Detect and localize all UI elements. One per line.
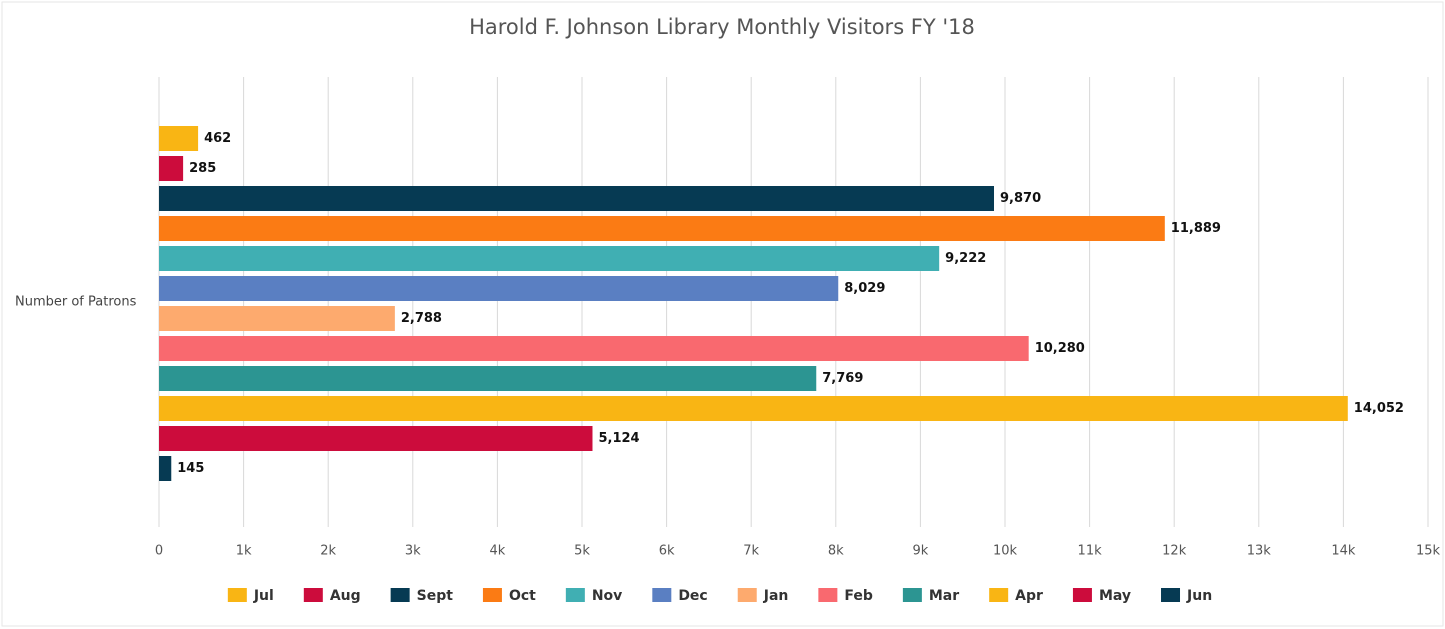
data-label: 9,222 [945,251,986,266]
x-tick-label: 14k [1331,544,1356,559]
x-tick-label: 12k [1162,544,1187,559]
bar [159,246,940,271]
legend-swatch [652,588,672,602]
bar [159,456,172,481]
data-label: 5,124 [598,431,639,446]
data-label: 285 [189,161,216,176]
data-label: 11,889 [1171,221,1221,236]
y-axis-category: Number of Patrons [15,295,137,310]
bar [159,366,817,391]
x-tick-label: 8k [828,544,844,559]
bar [159,276,839,301]
legend-label: Apr [1015,588,1043,604]
bar [159,306,395,331]
x-tick-label: 7k [743,544,759,559]
legend-label: Dec [678,588,707,604]
x-tick-label: 15k [1416,544,1441,559]
legend-swatch [737,588,757,602]
x-tick-label: 13k [1247,544,1272,559]
data-label: 2,788 [401,311,442,326]
legend-label: Sept [417,588,454,604]
x-tick-label: 0 [155,544,163,559]
bar [159,156,184,181]
legend-label: Jun [1186,588,1212,604]
legend-swatch [902,588,922,602]
legend-swatch [303,588,323,602]
x-tick-label: 5k [574,544,590,559]
legend-label: Mar [929,588,959,604]
data-label: 462 [204,131,231,146]
data-label: 7,769 [822,371,863,386]
x-tick-label: 1k [236,544,252,559]
legend-label: Feb [844,588,873,604]
bar [159,426,593,451]
legend-label: May [1099,588,1131,604]
bar [159,126,199,151]
x-tick-label: 9k [912,544,928,559]
data-label: 10,280 [1035,341,1085,356]
data-label: 8,029 [844,281,885,296]
chart-title: Harold F. Johnson Library Monthly Visito… [469,15,975,39]
legend-label: Oct [509,588,536,604]
legend-swatch [1072,588,1092,602]
legend-label: Jan [763,588,789,604]
data-label: 9,870 [1000,191,1041,206]
x-tick-label: 4k [489,544,505,559]
data-label: 145 [177,461,204,476]
legend-swatch [482,588,502,602]
x-tick-label: 10k [993,544,1018,559]
legend-swatch [1161,588,1181,602]
legend-swatch [565,588,585,602]
x-tick-label: 3k [405,544,421,559]
legend-swatch [989,588,1009,602]
legend-label: Nov [592,588,622,604]
legend-label: Jul [253,588,274,604]
legend-swatch [390,588,410,602]
x-tick-label: 6k [659,544,675,559]
bar [159,336,1029,361]
bar [159,186,995,211]
legend-label: Aug [330,588,361,604]
data-label: 14,052 [1354,401,1404,416]
bar [159,216,1165,241]
x-tick-label: 2k [320,544,336,559]
x-tick-label: 11k [1078,544,1103,559]
bar [159,396,1348,421]
legend-swatch [818,588,838,602]
legend-swatch [227,588,247,602]
